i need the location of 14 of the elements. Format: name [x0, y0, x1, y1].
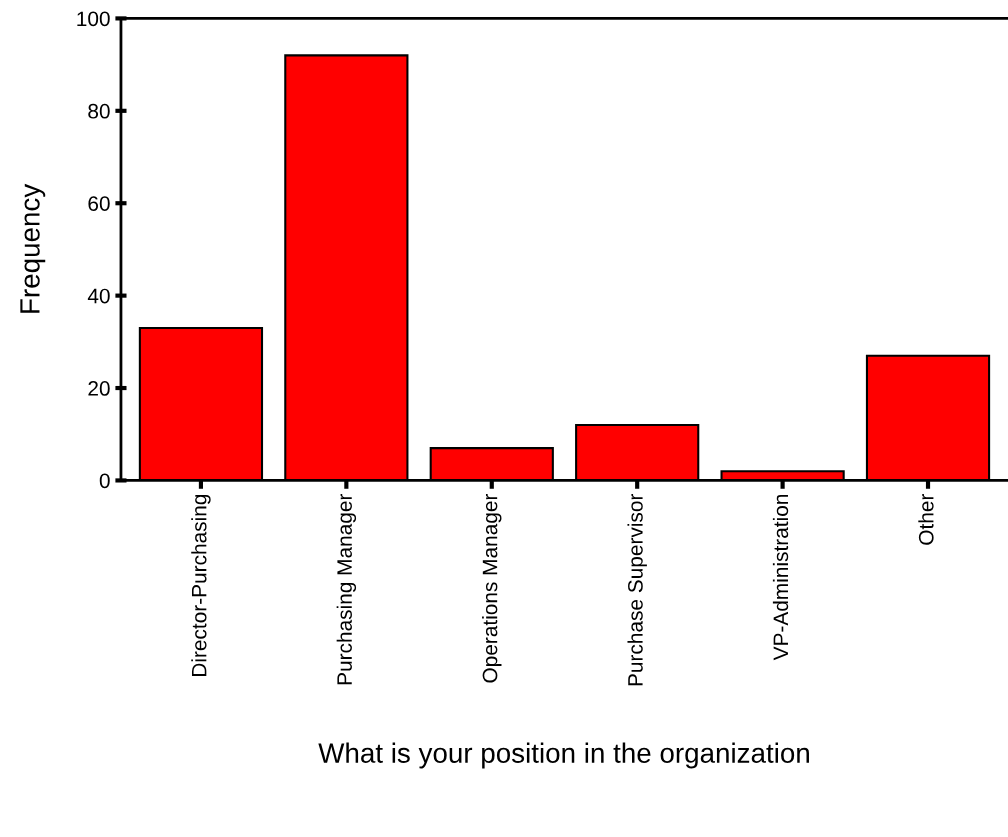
y-tick-label: 20: [88, 381, 110, 396]
x-tick-label: Other: [918, 493, 934, 545]
y-tick-label: 40: [87, 288, 110, 304]
x-tick-label: Purchasing Manager: [336, 493, 357, 685]
x-tick-label: Purchase Supervisor: [627, 493, 647, 686]
x-tick-label: Operations Manager: [482, 493, 502, 683]
x-tick-label: Director-Purchasing: [191, 494, 211, 677]
x-axis-title: What is your position in the organization: [318, 742, 809, 769]
y-tick-label: 100: [77, 11, 110, 27]
y-tick-label: 80: [88, 103, 110, 119]
x-tick-label: VP-Administration: [772, 494, 789, 661]
y-tick-label: 60: [88, 196, 110, 211]
y-axis-title: Frequency: [20, 183, 46, 313]
y-tick-label: 0: [99, 473, 110, 489]
